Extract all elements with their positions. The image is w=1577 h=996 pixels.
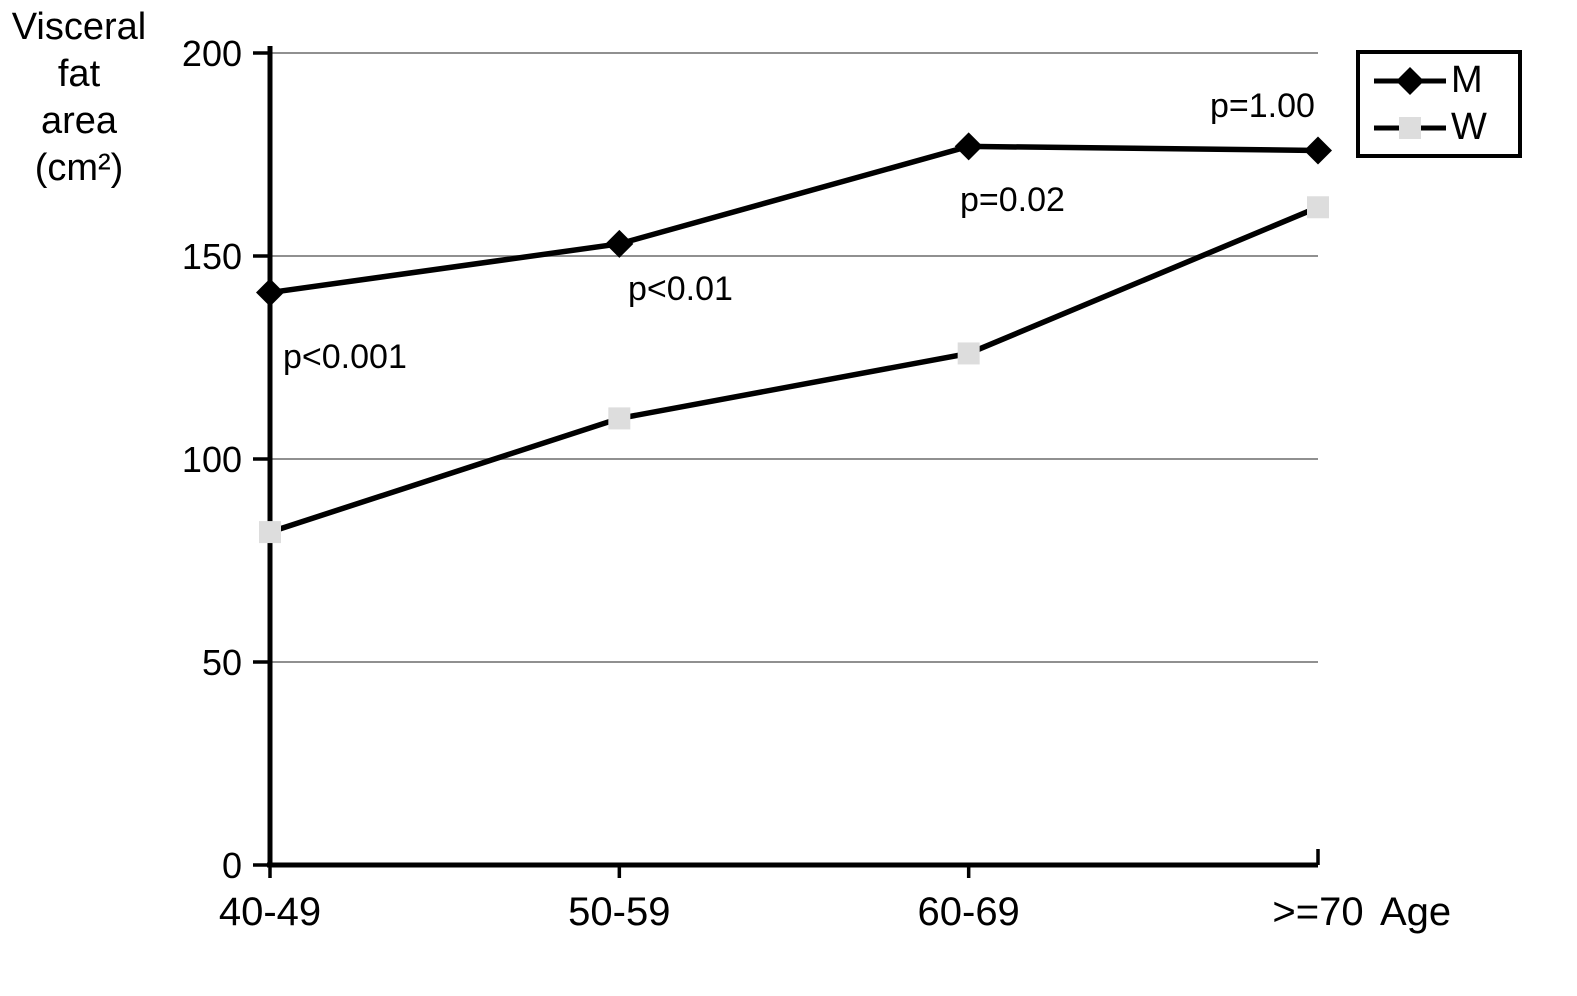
legend-label-w: W xyxy=(1451,106,1487,148)
y-tick-label: 0 xyxy=(222,845,242,886)
marker-m-2 xyxy=(954,132,983,161)
m-series-line-diamond-icon xyxy=(1374,66,1446,95)
legend-label-m: M xyxy=(1451,59,1483,101)
marker-w-0 xyxy=(259,521,281,544)
marker-w-3 xyxy=(1307,196,1329,219)
x-tick-label: 50-59 xyxy=(568,890,670,934)
series-line-w xyxy=(269,204,1320,535)
x-axis-title: Age xyxy=(1380,890,1451,934)
y-axis-title: Visceral fat area (cm²) xyxy=(0,4,158,192)
marker-w-2 xyxy=(957,342,980,365)
y-axis-title-line: fat xyxy=(57,53,101,95)
p-value-annotation: p<0.001 xyxy=(283,338,407,376)
p-value-annotation: p=0.02 xyxy=(960,181,1065,219)
y-tick-label: 150 xyxy=(182,236,242,277)
y-axis-title-line: Visceral xyxy=(11,6,147,48)
legend-item-m: M xyxy=(1372,57,1518,104)
x-tick-label: 60-69 xyxy=(918,890,1020,934)
marker-m-3 xyxy=(1304,136,1332,165)
y-tick-label: 100 xyxy=(182,439,242,480)
y-tick-label: 50 xyxy=(202,642,242,683)
legend: M W xyxy=(1356,50,1522,158)
w-series-line-square-icon xyxy=(1374,116,1446,139)
y-axis-title-line: (cm²) xyxy=(34,147,124,189)
series-line-m xyxy=(269,143,1319,296)
y-axis-title-line: area xyxy=(40,100,118,142)
p-value-annotation: p<0.01 xyxy=(628,270,733,308)
marker-w-1 xyxy=(608,407,631,430)
x-tick-label: 40-49 xyxy=(219,890,321,934)
marker-m-1 xyxy=(605,229,634,258)
legend-item-w: W xyxy=(1372,104,1518,151)
p-value-annotation: p=1.00 xyxy=(1210,87,1315,125)
x-tick-label: >=70 xyxy=(1272,890,1363,934)
y-tick-label: 200 xyxy=(182,33,242,74)
marker-m-0 xyxy=(256,278,284,307)
